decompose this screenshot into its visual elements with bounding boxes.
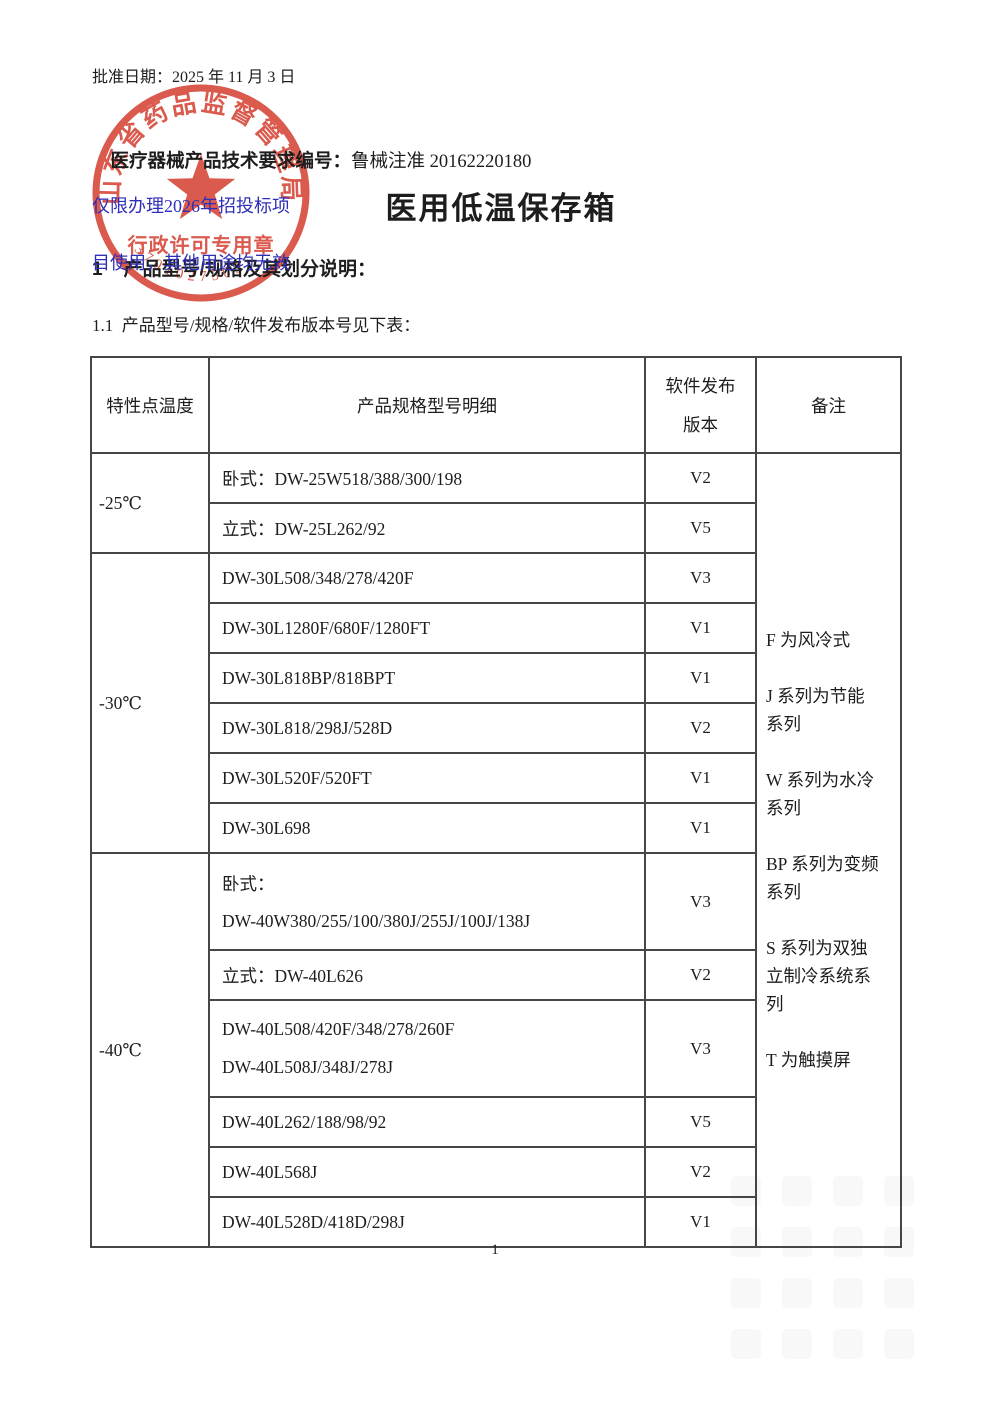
restriction-note-line1: 仅限办理2026年招投标项	[92, 196, 290, 216]
header-software-version-line2: 版本	[683, 415, 718, 436]
version-cell: V1	[644, 752, 757, 804]
version-cell: V2	[644, 702, 757, 754]
table-row: DW-30L698 V1	[91, 802, 901, 854]
document-title: 医用低温保存箱	[385, 191, 617, 226]
model-cell: DW-40L508/420F/348/278/260F DW-40L508J/3…	[208, 999, 646, 1098]
product-spec-table: 特性点温度 产品规格型号明细 软件发布 版本 备注 -25℃ 卧式：DW-25W…	[90, 356, 902, 1248]
table-row: DW-30L818BP/818BPT V1	[91, 652, 901, 704]
header-remarks: 备注	[755, 356, 902, 454]
version-cell: V1	[644, 652, 757, 704]
model-line1: DW-40L508/420F/348/278/260F	[222, 1019, 455, 1039]
stamp-star-icon	[166, 154, 236, 220]
table-row: -25℃ 卧式：DW-25W518/388/300/198 V2 F 为风冷式 …	[90, 452, 902, 1248]
temp-cell-minus40: -40℃	[90, 852, 210, 1248]
page-number: 1	[491, 1242, 499, 1258]
version-cell: V2	[644, 1146, 757, 1198]
restriction-note-line2: 目使用，其他用途均无效	[92, 253, 290, 273]
header-temperature: 特性点温度	[90, 356, 210, 454]
restriction-note: 仅限办理2026年招投标项 目使用，其他用途均无效	[92, 159, 290, 311]
model-cell: DW-30L508/348/278/420F	[208, 552, 646, 604]
table-row: DW-30L1280F/680F/1280FT V1	[91, 602, 901, 654]
model-cell: 立式：DW-25L262/92	[208, 502, 646, 554]
model-cell: 卧式：DW-25W518/388/300/198	[208, 452, 646, 504]
table-row: DW-30L520F/520FT V1	[91, 752, 901, 804]
approval-date: 批准日期：2025 年 11 月 3 日	[92, 69, 296, 86]
model-cell: DW-30L818/298J/528D	[208, 702, 646, 754]
model-cell: DW-30L1280F/680F/1280FT	[208, 602, 646, 654]
table-row: DW-40L262/188/98/92 V5	[91, 1096, 901, 1148]
version-cell: V2	[644, 949, 757, 1001]
header-software-version: 软件发布 版本	[644, 356, 757, 454]
model-cell: DW-30L818BP/818BPT	[208, 652, 646, 704]
model-line2: DW-40L508J/348J/278J	[222, 1057, 394, 1077]
version-cell: V3	[644, 552, 757, 604]
requirement-number-value: 鲁械注准 20162220180	[351, 152, 532, 172]
stamp-center-label: 行政许可专用章	[127, 233, 275, 257]
header-software-version-line1: 软件发布	[665, 375, 736, 396]
version-cell: V1	[644, 802, 757, 854]
table-header-row: 特性点温度 产品规格型号明细 软件发布 版本 备注	[90, 356, 902, 454]
requirement-number-line: 医疗器械产品技术要求编号：鲁械注准 20162220180	[92, 126, 532, 194]
model-cell: DW-40L262/188/98/92	[208, 1096, 646, 1148]
model-cell: 卧式： DW-40W380/255/100/380J/255J/100J/138…	[208, 852, 646, 951]
version-cell: V1	[644, 1196, 757, 1248]
model-line1: 卧式：	[222, 873, 275, 894]
model-cell: DW-40L568J	[208, 1146, 646, 1198]
version-cell: V2	[644, 452, 757, 504]
table-row: DW-40L568J V2	[91, 1146, 901, 1198]
version-cell: V5	[644, 1096, 757, 1148]
table-row: -30℃ DW-30L508/348/278/420F V3	[90, 552, 901, 854]
header-model-detail: 产品规格型号明细	[208, 356, 646, 454]
table-row: DW-40L528D/418D/298J V1	[91, 1196, 901, 1248]
version-cell: V3	[644, 852, 757, 951]
version-cell: V5	[644, 502, 757, 554]
model-cell: DW-40L528D/418D/298J	[208, 1196, 646, 1248]
model-cell: 立式：DW-40L626	[208, 949, 646, 1001]
table-row: DW-30L818/298J/528D V2	[91, 702, 901, 754]
section-1-1-heading: 1.1 产品型号/规格/软件发布版本号见下表：	[92, 316, 421, 335]
section-1-heading: 1 产品型号/规格及其划分说明：	[92, 259, 376, 280]
stamp-circle	[92, 84, 310, 302]
table-row: DW-40L508/420F/348/278/260F DW-40L508J/3…	[91, 999, 901, 1098]
temp-cell-minus25: -25℃	[90, 452, 210, 554]
table-row: -40℃ 卧式： DW-40W380/255/100/380J/255J/100…	[90, 852, 901, 1248]
official-stamp: 山东省药品监督管理局 行政许可专用章 3701027503	[92, 84, 310, 302]
requirement-number-label: 医疗器械产品技术要求编号：	[110, 150, 352, 171]
model-cell: DW-30L698	[208, 802, 646, 854]
table-row: 立式：DW-25L262/92 V5	[91, 502, 901, 554]
remarks-cell: F 为风冷式 J 系列为节能 系列 W 系列为水冷 系列 BP 系列为变频 系列…	[755, 452, 902, 1248]
version-cell: V3	[644, 999, 757, 1098]
model-line2: DW-40W380/255/100/380J/255J/100J/138J	[222, 911, 531, 932]
version-cell: V1	[644, 602, 757, 654]
temp-cell-minus30: -30℃	[90, 552, 210, 854]
table-row: 立式：DW-40L626 V2	[91, 949, 901, 1001]
model-cell: DW-30L520F/520FT	[208, 752, 646, 804]
